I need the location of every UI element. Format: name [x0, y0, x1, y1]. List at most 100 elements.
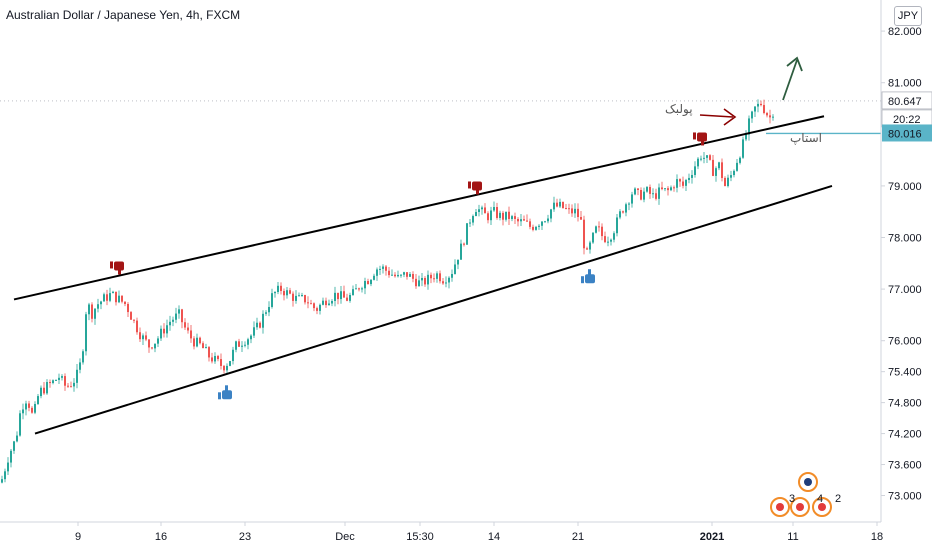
thumbs-up-icon[interactable] [581, 269, 595, 284]
candle-body [541, 221, 543, 226]
candle-body [718, 162, 720, 169]
economic-event-icon[interactable] [812, 497, 832, 517]
candle-body [400, 274, 402, 276]
candle-body [649, 187, 651, 194]
candle-body [259, 322, 261, 328]
chart-title: Australian Dollar / Japanese Yen, 4h, FX… [6, 8, 241, 22]
economic-event-icon[interactable] [770, 497, 790, 517]
candle-body [22, 409, 24, 414]
x-tick-label: 18 [871, 531, 883, 543]
candle-body [34, 403, 36, 413]
thumbs-down-icon[interactable] [468, 181, 482, 195]
candle-body [352, 289, 354, 295]
candle-body [247, 339, 249, 345]
candle-body [547, 218, 549, 222]
candle-body [319, 304, 321, 311]
currency-button[interactable]: JPY [894, 6, 922, 26]
candle-body [583, 219, 585, 249]
event-count-badge: 3 [789, 493, 795, 505]
y-tick-label: 73.600 [888, 460, 922, 472]
candle-body [52, 380, 54, 384]
candle-body [13, 441, 15, 451]
trendline-lower[interactable] [34, 184, 833, 435]
pullback-arrow[interactable] [699, 114, 734, 118]
event-count-badge: 4 [817, 493, 823, 505]
candle-body [277, 285, 279, 293]
candle-body [430, 274, 432, 279]
candle-body [595, 226, 597, 233]
candle-body [292, 293, 294, 301]
candle-body [451, 273, 453, 278]
candle-body [214, 355, 216, 362]
candle-body [682, 181, 684, 186]
candle-body [379, 268, 381, 270]
candle-body [484, 207, 486, 214]
candle-body [307, 302, 309, 304]
candle-body [46, 382, 48, 394]
candle-body [145, 335, 147, 340]
candle-body [754, 106, 756, 112]
candle-body [172, 319, 174, 322]
economic-event-icon[interactable] [790, 497, 810, 517]
candle-body [331, 300, 333, 304]
candle-body [109, 293, 111, 301]
candle-body [274, 292, 276, 294]
projection-arrow[interactable] [782, 59, 798, 101]
candle-body [613, 233, 615, 240]
candle-body [232, 349, 234, 362]
candle-body [31, 407, 33, 413]
candle-body [469, 222, 471, 224]
candle-body [286, 290, 288, 296]
candle-body [727, 177, 729, 187]
candle-body [505, 211, 507, 220]
candle-body [772, 116, 774, 118]
economic-event-icon[interactable] [798, 472, 818, 492]
candle-body [457, 259, 459, 265]
candle-body [70, 386, 72, 388]
thumbs-down-icon[interactable] [693, 132, 707, 146]
candle-body [676, 179, 678, 188]
candle-body [40, 387, 42, 397]
candle-body [403, 272, 405, 275]
candle-body [589, 242, 591, 250]
candle-body [478, 209, 480, 213]
candle-body [769, 115, 771, 118]
candle-body [409, 274, 411, 277]
candle-body [565, 208, 567, 210]
candle-body [223, 365, 225, 371]
candle-body [148, 339, 150, 348]
candle-body [19, 413, 21, 436]
time-axis[interactable]: 9 16 23 Dec 15:30 14 21 2021 11 18 [0, 521, 883, 543]
candle-body [601, 226, 603, 237]
candle-body [640, 189, 642, 200]
candle-body [328, 303, 330, 306]
x-tick-label: 14 [488, 531, 500, 543]
candle-body [211, 357, 213, 362]
candle-body [622, 211, 624, 213]
thumbs-down-icon[interactable] [110, 261, 124, 275]
candle-body [436, 273, 438, 279]
candle-body [130, 312, 132, 320]
candle-body [16, 435, 18, 442]
event-count-badge: 2 [835, 493, 841, 505]
candle-body [730, 175, 732, 178]
candle-body [376, 269, 378, 276]
y-tick-label: 73.000 [888, 491, 922, 503]
candle-body [421, 278, 423, 281]
candle-body [97, 304, 99, 309]
trendline-upper[interactable] [13, 115, 825, 301]
candle-body [499, 212, 501, 218]
candle-body [439, 273, 441, 282]
candle-body [472, 216, 474, 223]
price-axis[interactable]: 82.000 81.000 79.000 78.000 77.000 76.000 75.4… [880, 0, 932, 522]
candle-body [574, 208, 576, 214]
plot-area[interactable] [0, 99, 881, 484]
candle-body [238, 341, 240, 347]
thumbs-up-icon[interactable] [218, 385, 232, 400]
candle-body [715, 168, 717, 176]
candle-body [136, 320, 138, 333]
candle-body [607, 241, 609, 243]
candle-body [256, 322, 258, 328]
